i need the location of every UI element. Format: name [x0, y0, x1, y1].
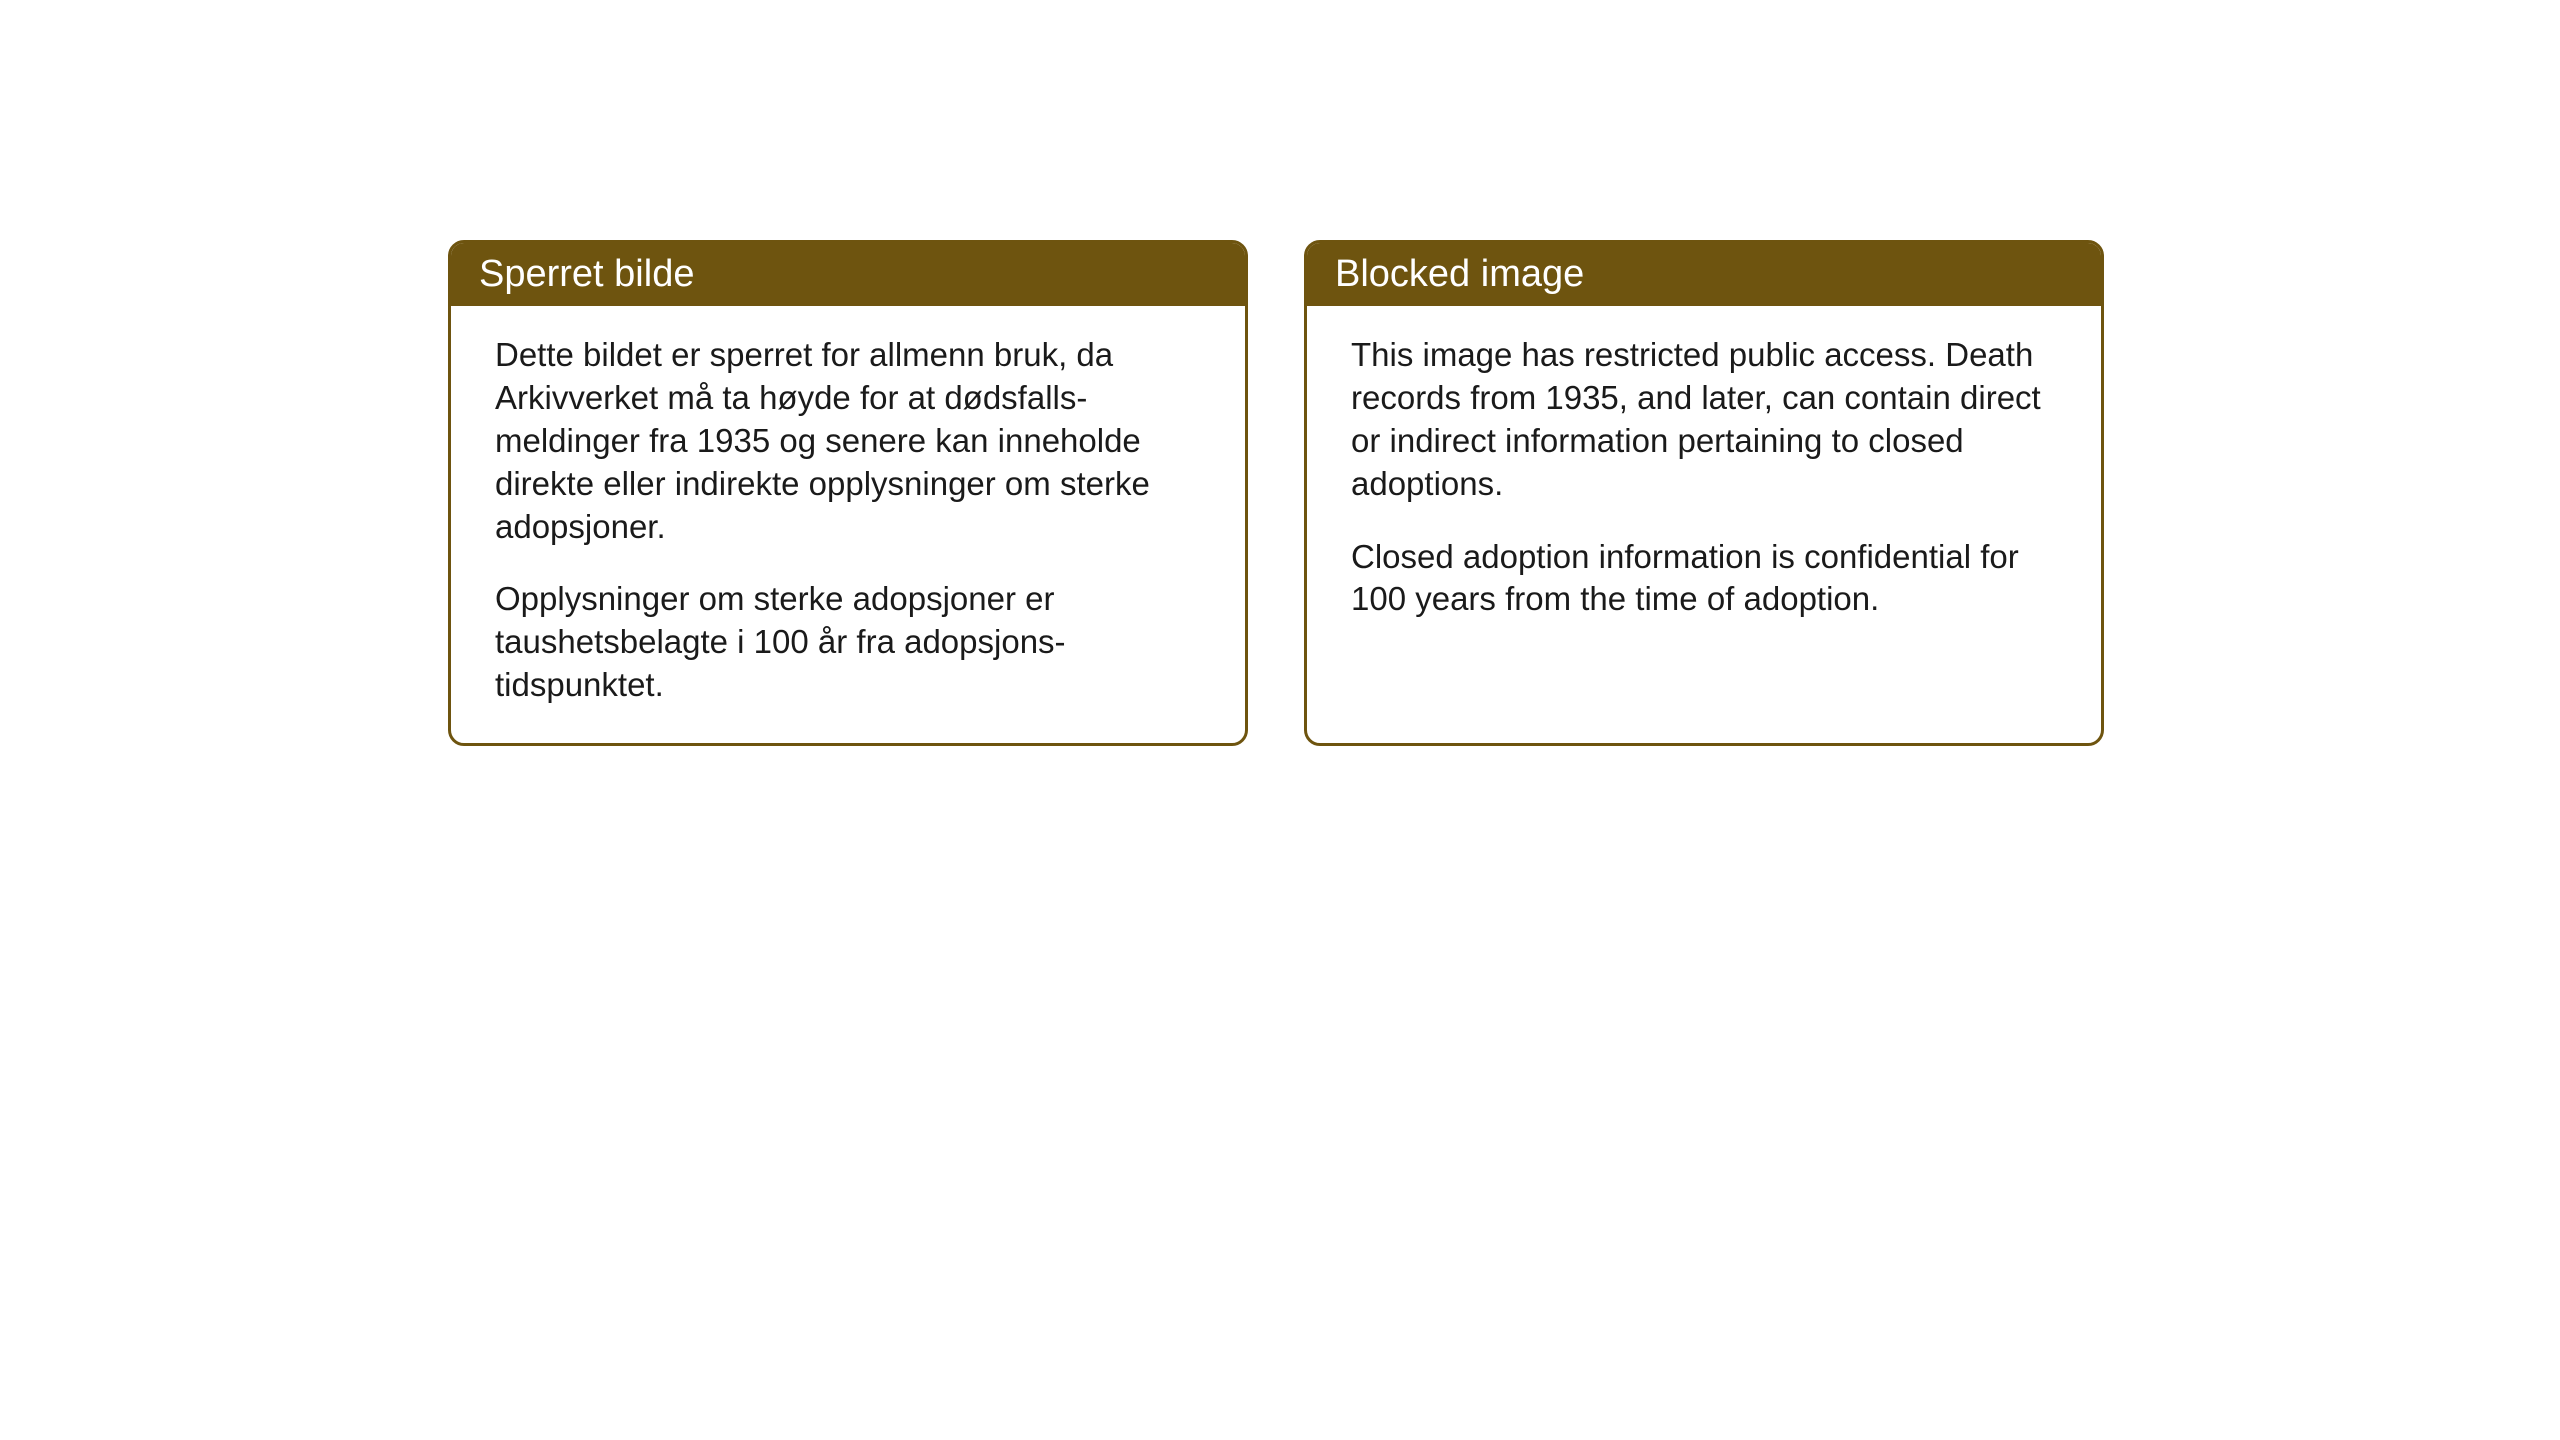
- norwegian-paragraph-2: Opplysninger om sterke adopsjoner er tau…: [495, 578, 1201, 707]
- english-card-body: This image has restricted public access.…: [1307, 306, 2101, 657]
- english-paragraph-2: Closed adoption information is confident…: [1351, 536, 2057, 622]
- norwegian-card-title: Sperret bilde: [451, 243, 1245, 306]
- cards-container: Sperret bilde Dette bildet er sperret fo…: [448, 240, 2104, 746]
- norwegian-paragraph-1: Dette bildet er sperret for allmenn bruk…: [495, 334, 1201, 548]
- english-paragraph-1: This image has restricted public access.…: [1351, 334, 2057, 506]
- norwegian-card-body: Dette bildet er sperret for allmenn bruk…: [451, 306, 1245, 743]
- english-card: Blocked image This image has restricted …: [1304, 240, 2104, 746]
- english-card-title: Blocked image: [1307, 243, 2101, 306]
- norwegian-card: Sperret bilde Dette bildet er sperret fo…: [448, 240, 1248, 746]
